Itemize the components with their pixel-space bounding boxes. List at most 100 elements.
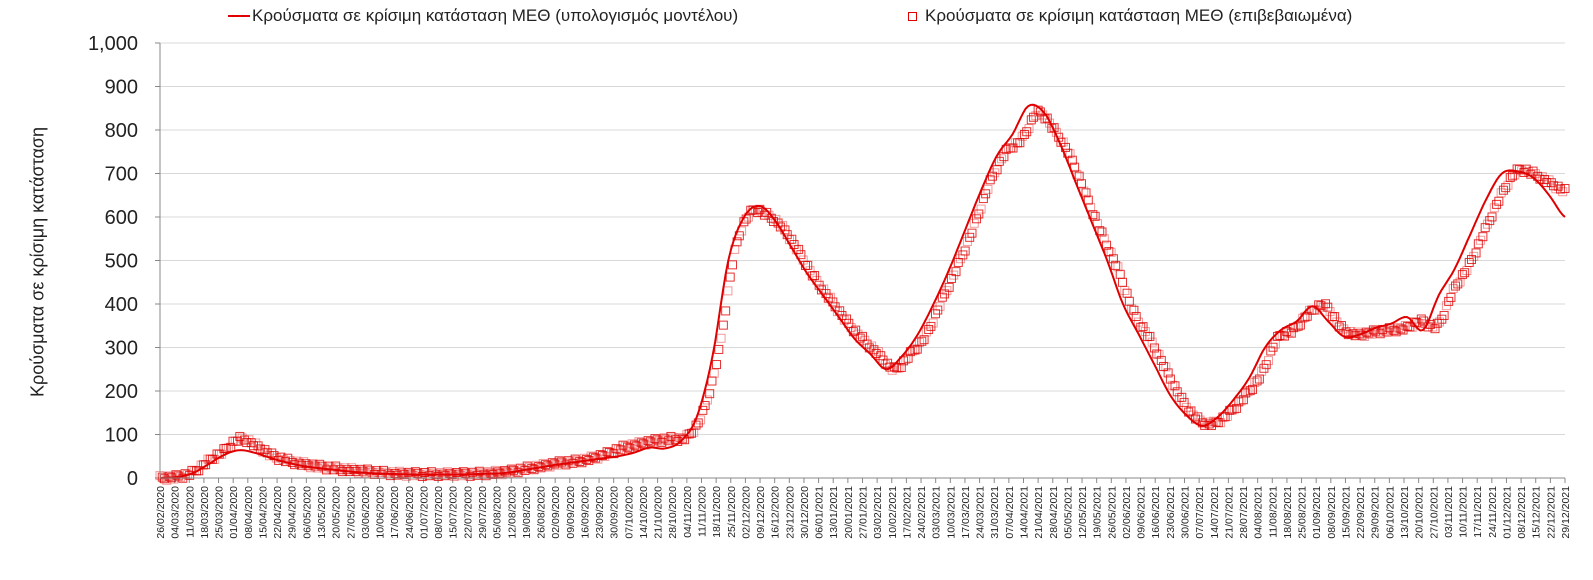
x-tick-label: 29/09/2021 <box>1370 486 1382 539</box>
x-tick-label: 25/03/2020 <box>214 486 226 539</box>
x-tick-label: 12/05/2021 <box>1077 486 1089 539</box>
y-tick-label: 200 <box>105 381 138 403</box>
x-tick-label: 14/04/2021 <box>1018 486 1030 539</box>
x-tick-label: 10/02/2021 <box>887 486 899 539</box>
x-tick-label: 17/11/2021 <box>1472 486 1484 538</box>
x-tick-label: 15/09/2021 <box>1340 486 1352 539</box>
x-tick-label: 18/11/2020 <box>711 486 723 538</box>
x-tick-label: 20/05/2020 <box>331 486 343 539</box>
x-tick-label: 27/01/2021 <box>858 486 870 539</box>
x-tick-label: 14/10/2020 <box>638 486 650 539</box>
gridlines <box>160 42 1565 435</box>
x-tick-label: 11/03/2020 <box>184 486 196 538</box>
x-tick-label: 04/11/2020 <box>682 486 694 538</box>
x-tick-label: 29/04/2020 <box>287 486 299 539</box>
legend-label-confirmed: Κρούσματα σε κρίσιμη κατάσταση ΜΕΘ (επιβ… <box>925 6 1353 25</box>
x-tick-label: 03/11/2021 <box>1443 486 1455 538</box>
x-tick-label: 26/05/2021 <box>1106 486 1118 539</box>
x-tick-label: 21/04/2021 <box>1033 486 1045 539</box>
x-tick-label: 20/01/2021 <box>843 486 855 539</box>
x-tick-label: 09/12/2020 <box>755 486 767 539</box>
x-tick-label: 24/02/2021 <box>916 486 928 539</box>
x-tick-label: 01/12/2021 <box>1501 486 1513 539</box>
x-tick-label: 06/05/2020 <box>301 486 313 539</box>
x-tick-label: 05/08/2020 <box>492 486 504 539</box>
x-tick-label: 14/07/2021 <box>1209 486 1221 539</box>
chart-legend: Κρούσματα σε κρίσιμη κατάσταση ΜΕΘ (υπολ… <box>0 6 1593 30</box>
y-tick-label: 600 <box>105 207 138 229</box>
x-tick-label: 15/12/2021 <box>1531 486 1543 539</box>
x-tick-label: 17/03/2021 <box>960 486 972 539</box>
x-tick-label: 01/04/2020 <box>228 486 240 539</box>
x-tick-label: 08/12/2021 <box>1516 486 1528 539</box>
x-tick-label: 27/10/2021 <box>1428 486 1440 539</box>
x-tick-label: 08/07/2020 <box>433 486 445 539</box>
x-tick-label: 06/01/2021 <box>814 486 826 539</box>
x-tick-label: 26/08/2020 <box>536 486 548 539</box>
legend-item-model: Κρούσματα σε κρίσιμη κατάσταση ΜΕΘ (υπολ… <box>228 6 738 26</box>
x-tick-label: 02/06/2021 <box>1121 486 1133 539</box>
x-tick-label: 01/09/2021 <box>1311 486 1323 539</box>
legend-item-confirmed: Κρούσματα σε κρίσιμη κατάσταση ΜΕΘ (επιβ… <box>908 6 1352 26</box>
x-tick-label: 06/10/2021 <box>1384 486 1396 539</box>
x-tick-label: 12/08/2020 <box>506 486 518 539</box>
y-tick-label: 100 <box>105 425 138 447</box>
y-tick-label: 300 <box>105 338 138 360</box>
x-tick-label: 07/07/2021 <box>1194 486 1206 539</box>
x-tick-label: 30/09/2020 <box>609 486 621 539</box>
y-tick-label: 500 <box>105 251 138 273</box>
x-tick-label: 31/03/2021 <box>989 486 1001 539</box>
x-tick-label: 22/09/2021 <box>1355 486 1367 539</box>
x-tick-label: 17/06/2020 <box>389 486 401 539</box>
x-tick-label: 27/05/2020 <box>345 486 357 539</box>
x-tick-label: 30/12/2020 <box>799 486 811 539</box>
x-tick-label: 04/08/2021 <box>1253 486 1265 539</box>
x-tick-label: 11/11/2020 <box>697 486 709 537</box>
x-tick-label: 24/11/2021 <box>1487 486 1499 538</box>
x-tick-label: 19/05/2021 <box>1092 486 1104 539</box>
x-tick-label: 07/04/2021 <box>1004 486 1016 539</box>
legend-label-model: Κρούσματα σε κρίσιμη κατάσταση ΜΕΘ (υπολ… <box>252 6 739 25</box>
x-tick-label: 22/04/2020 <box>272 486 284 539</box>
x-tick-label: 28/04/2021 <box>1048 486 1060 539</box>
x-tick-label: 02/12/2020 <box>740 486 752 539</box>
y-tick-label: 800 <box>105 120 138 142</box>
x-tick-label: 25/11/2020 <box>726 486 738 538</box>
confirmed-markers <box>155 105 1570 485</box>
line-swatch-icon <box>228 15 250 17</box>
x-tick-label: 15/04/2020 <box>257 486 269 539</box>
x-tick-label: 16/06/2021 <box>1150 486 1162 539</box>
x-tick-label: 13/05/2020 <box>316 486 328 539</box>
x-tick-label: 24/06/2020 <box>404 486 416 539</box>
x-tick-label: 28/10/2020 <box>667 486 679 539</box>
x-tick-label: 19/08/2020 <box>521 486 533 539</box>
x-tick-label: 15/07/2020 <box>448 486 460 539</box>
x-tick-label: 22/12/2021 <box>1545 486 1557 539</box>
y-tick-label: 400 <box>105 294 138 316</box>
x-tick-label: 08/09/2021 <box>1326 486 1338 539</box>
x-tick-label: 25/08/2021 <box>1297 486 1309 539</box>
x-tick-label: 09/06/2021 <box>1136 486 1148 539</box>
x-tick-label: 11/08/2021 <box>1267 486 1279 538</box>
x-tick-label: 10/03/2021 <box>945 486 957 539</box>
x-tick-label: 03/06/2020 <box>360 486 372 539</box>
x-tick-label: 18/03/2020 <box>199 486 211 539</box>
x-tick-label: 22/07/2020 <box>462 486 474 539</box>
x-tick-label: 01/07/2020 <box>418 486 430 539</box>
x-tick-label: 18/08/2021 <box>1282 486 1294 539</box>
x-axis-ticks: 26/02/2020 04/03/2020 11/03/2020 18/03/2020… <box>155 478 1572 539</box>
x-tick-label: 24/03/2021 <box>975 486 987 539</box>
x-tick-label: 17/02/2021 <box>901 486 913 539</box>
x-tick-label: 16/09/2020 <box>579 486 591 539</box>
y-tick-label: 0 <box>127 468 138 490</box>
x-tick-label: 05/05/2021 <box>1062 486 1074 539</box>
y-tick-label: 700 <box>105 164 138 186</box>
x-tick-label: 23/09/2020 <box>594 486 606 539</box>
x-tick-label: 16/12/2020 <box>770 486 782 539</box>
x-tick-label: 09/09/2020 <box>565 486 577 539</box>
y-tick-label: 900 <box>105 77 138 99</box>
x-tick-label: 23/12/2020 <box>784 486 796 539</box>
x-tick-label: 03/03/2021 <box>931 486 943 539</box>
x-tick-label: 26/02/2020 <box>155 486 167 539</box>
x-tick-label: 10/06/2020 <box>375 486 387 539</box>
